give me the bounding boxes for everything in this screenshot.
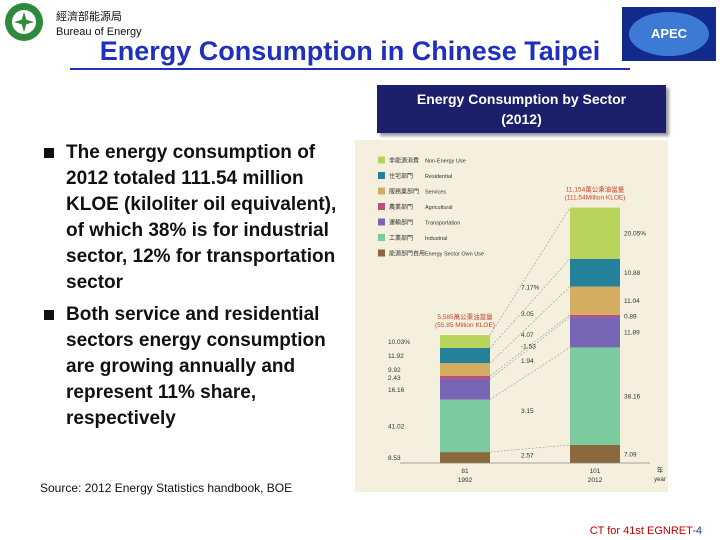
legend-swatch [378, 218, 385, 226]
legend-label-zh: 服務業部門 [389, 188, 419, 196]
category-label: 101 [590, 468, 601, 475]
legend-swatch [378, 249, 385, 257]
legend-swatch [378, 234, 385, 241]
legend-label-zh: 運輸部門 [389, 219, 413, 227]
growth-label: 4.07 [521, 332, 534, 339]
segment-label: 11.92 [388, 353, 404, 360]
org-en: Bureau of Energy [56, 26, 142, 38]
slide-title: Energy Consumption in Chinese Taipei [99, 36, 601, 66]
org-zh: 經濟部能源局 [56, 9, 122, 23]
bar-segment [440, 375, 490, 379]
footer-text: CT for 41st EGNRET- [589, 525, 696, 537]
total-label: (55.85 Million KLOE) [435, 322, 495, 329]
apec-text: APEC [651, 26, 688, 41]
category-year: 2012 [588, 477, 603, 484]
segment-label: 9.92 [388, 367, 401, 374]
growth-label: 3.15 [521, 408, 534, 415]
legend-label-zh: 能源部門自用 [389, 250, 425, 258]
bar-segment [570, 314, 620, 318]
connector [489, 314, 571, 377]
bullet: Both service and residential sectors ene… [42, 302, 342, 432]
legend-label: Non-Energy Use [425, 159, 466, 165]
segment-label: 11.89 [624, 330, 640, 337]
growth-label: 3.05 [521, 311, 534, 318]
segment-label: 8.53 [388, 455, 401, 462]
bar-segment [570, 207, 620, 259]
category-year: 1992 [458, 477, 473, 484]
segment-label: 38.16 [624, 394, 641, 401]
bullet-list: The energy consumption of 2012 totaled 1… [42, 140, 342, 438]
x-unit-zh: 年 [657, 465, 664, 474]
growth-label: 1.94 [521, 358, 534, 365]
segment-label: 41.02 [388, 423, 405, 430]
segment-label: 20.05% [624, 231, 646, 238]
source: Source: 2012 Energy Statistics handbook,… [40, 481, 293, 495]
legend-swatch [378, 187, 385, 195]
legend-label: Services [425, 190, 446, 196]
legend-label: Industrial [425, 236, 447, 242]
category-label: 81 [461, 468, 469, 475]
growth-label: 7.17% [521, 284, 540, 291]
bullet: The energy consumption of 2012 totaled 1… [42, 140, 342, 296]
legend-swatch [378, 203, 385, 210]
bar-segment [440, 452, 490, 463]
bar-segment [440, 399, 490, 453]
connector [489, 347, 571, 400]
connector [489, 444, 571, 453]
total-label-zh: 11,154萬公秉油當量 [566, 185, 625, 194]
legend-label-zh: 非能源消費 [389, 157, 419, 165]
legend-label: Transportation [425, 221, 460, 227]
legend-label: Agricultural [425, 205, 453, 211]
bar-segment [570, 347, 620, 445]
bar-segment [440, 347, 490, 364]
segment-label: 7.09 [624, 451, 637, 458]
segment-label: 16.16 [388, 387, 405, 394]
bar-segment [570, 444, 620, 463]
connector [489, 316, 571, 380]
footer: CT for 41st EGNRET-4 [590, 525, 702, 537]
bar-segment [570, 258, 620, 287]
segment-label: 2.43 [388, 375, 401, 382]
logo-mark [14, 12, 34, 32]
legend-label-zh: 農業部門 [389, 203, 413, 211]
legend-label-zh: 住宅部門 [389, 172, 413, 180]
legend-label-zh: 工業部門 [389, 234, 413, 242]
segment-label: 10.03% [388, 339, 410, 346]
connector [489, 258, 571, 349]
connector [489, 207, 571, 336]
legend-swatch [378, 156, 385, 164]
page-number: 4 [695, 525, 702, 537]
segment-label: 10.88 [624, 270, 641, 277]
bar-segment [570, 317, 620, 348]
segment-label: 0.89 [624, 313, 637, 320]
bar-segment [570, 286, 620, 315]
title-rule [70, 68, 630, 70]
chart-heading: Energy Consumption by Sector (2012) [377, 85, 666, 133]
legend-swatch [378, 172, 385, 179]
chart: 非能源消費 Non-Energy Use 住宅部門 Residential 服務業部門 S… [378, 156, 666, 484]
bar-segment [440, 378, 490, 400]
connector [489, 286, 571, 364]
total-label: (111.54Million KLOE) [565, 195, 626, 202]
bar-segment [440, 363, 490, 376]
apec-globe [629, 12, 709, 56]
growth-label: 2.57 [521, 453, 534, 460]
legend-label: Residential [425, 174, 452, 180]
segment-label: 11.04 [624, 298, 640, 305]
total-label-zh: 5,585萬公秉油當量 [437, 312, 493, 321]
growth-label: -1.53 [521, 344, 536, 351]
x-unit: year [654, 477, 666, 483]
bar-segment [440, 335, 490, 348]
legend-label: Energy Sector Own Use [425, 252, 484, 258]
